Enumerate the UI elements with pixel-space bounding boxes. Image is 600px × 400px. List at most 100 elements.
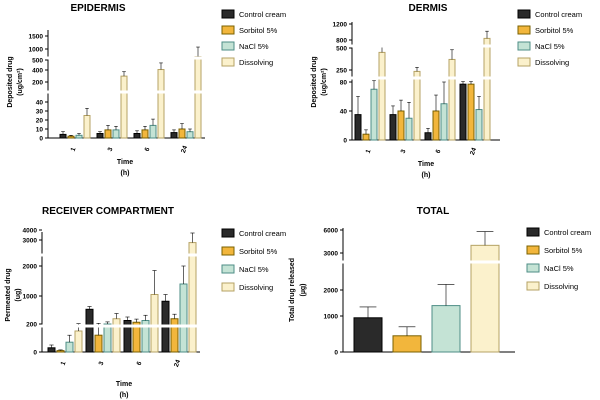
x-tick-label: 3 [98,360,106,366]
legend-swatch [517,9,531,19]
x-tick-label: 6 [136,360,144,366]
y-tick-label: 1000 [29,46,44,53]
legend-label: Sorbitol 5% [535,26,574,35]
y-tick-label: 200 [32,79,43,86]
bar [188,242,197,353]
y-tick-label: 80 [340,79,348,86]
bar [74,330,83,353]
bar [112,129,120,139]
x-axis-unit: (h) [121,170,130,177]
bar [133,133,141,139]
legend-label: Control cream [239,10,286,19]
x-tick-label: 6 [144,146,152,152]
x-axis-title: Time [116,381,132,388]
legend-swatch [221,41,235,51]
x-axis-unit: (h) [120,392,129,399]
bar [170,132,178,139]
bar [440,103,448,141]
y-tick-label: 2000 [324,287,339,294]
y-tick-label: 0 [334,349,338,356]
y-axis-title: Total drug released [289,258,296,322]
bar [59,133,67,139]
legend-swatch [221,57,235,67]
legend-label: Sorbitol 5% [239,247,278,256]
legend-label: NaCl 5% [239,42,269,51]
legend-swatch [221,246,235,256]
legend-swatch [221,264,235,274]
x-tick-label: 3 [107,146,115,152]
y-tick-label: 10 [36,126,44,133]
bar [413,70,421,141]
x-tick-label: 6 [435,148,443,154]
legend-label: NaCl 5% [535,42,565,51]
legend-label: Control cream [239,229,286,238]
legend-label: Dissolving [239,58,273,67]
bar [475,109,483,141]
bar [67,135,75,139]
bar [483,37,491,141]
chart-title: EPIDERMIS [70,3,125,14]
bar [354,114,362,141]
legend-swatch [517,57,531,67]
y-tick-label: 400 [32,67,43,74]
y-axis-title: Permeated drug [5,268,12,321]
chart-title: DERMIS [409,3,448,14]
bar [47,347,56,353]
bar [179,283,188,353]
bar [448,58,456,141]
bar [141,129,149,139]
legend-swatch [517,41,531,51]
bar [157,69,165,139]
legend: Control cream Sorbitol 5% NaCl 5% Dissolvin… [526,227,591,291]
y-axis-title: Deposited drug [311,56,318,107]
bar [120,75,128,139]
x-tick-label: 24 [173,359,182,369]
bar [56,350,65,353]
chart-panel-epidermis: EPIDERMIS 0 10 20 30 40 200 400 500 1000 1500 Depos… [7,3,286,177]
y-tick-label: 0 [33,349,37,356]
legend: Control cream Sorbitol 5% NaCl 5% Dissolvin… [221,228,286,292]
y-tick-label: 1200 [333,21,348,28]
x-tick-label: 1 [365,148,373,154]
legend-swatch [517,25,531,35]
bar [194,56,202,139]
legend-swatch [221,228,235,238]
legend-label: Control cream [535,10,582,19]
y-tick-label: 40 [340,108,348,115]
x-tick-label: 1 [70,146,78,152]
y-tick-label: 2000 [23,263,38,270]
bar [424,132,432,141]
legend: Control cream Sorbitol 5% NaCl 5% Dissolvin… [517,9,582,67]
bar [112,318,121,353]
legend-swatch [221,25,235,35]
bar [83,115,91,139]
bar [178,128,186,139]
legend-swatch [221,9,235,19]
y-tick-label: 250 [336,67,347,74]
y-tick-label: 4000 [23,227,38,234]
legend-label: Sorbitol 5% [239,26,278,35]
legend-label: Control cream [544,228,591,237]
bar [370,88,378,141]
bar [150,294,159,353]
bar [389,114,397,141]
y-tick-label: 6000 [324,227,339,234]
y-axis-title: Deposited drug [7,56,14,107]
bar [94,334,103,353]
legend-swatch [526,281,540,291]
y-axis-unit: (ug/cm²) [17,68,24,96]
bar [85,308,94,353]
bar [65,341,74,353]
y-tick-label: 500 [336,45,347,52]
x-axis-title: Time [418,161,434,168]
y-tick-label: 0 [39,135,43,142]
bar [75,134,83,139]
bar [104,129,112,139]
chart-title: RECEIVER COMPARTMENT [42,206,174,217]
bar-group [354,30,491,141]
bar [397,110,405,141]
bar-group [47,232,197,353]
x-tick-label: 24 [469,147,478,157]
x-axis-title: Time [117,159,133,166]
